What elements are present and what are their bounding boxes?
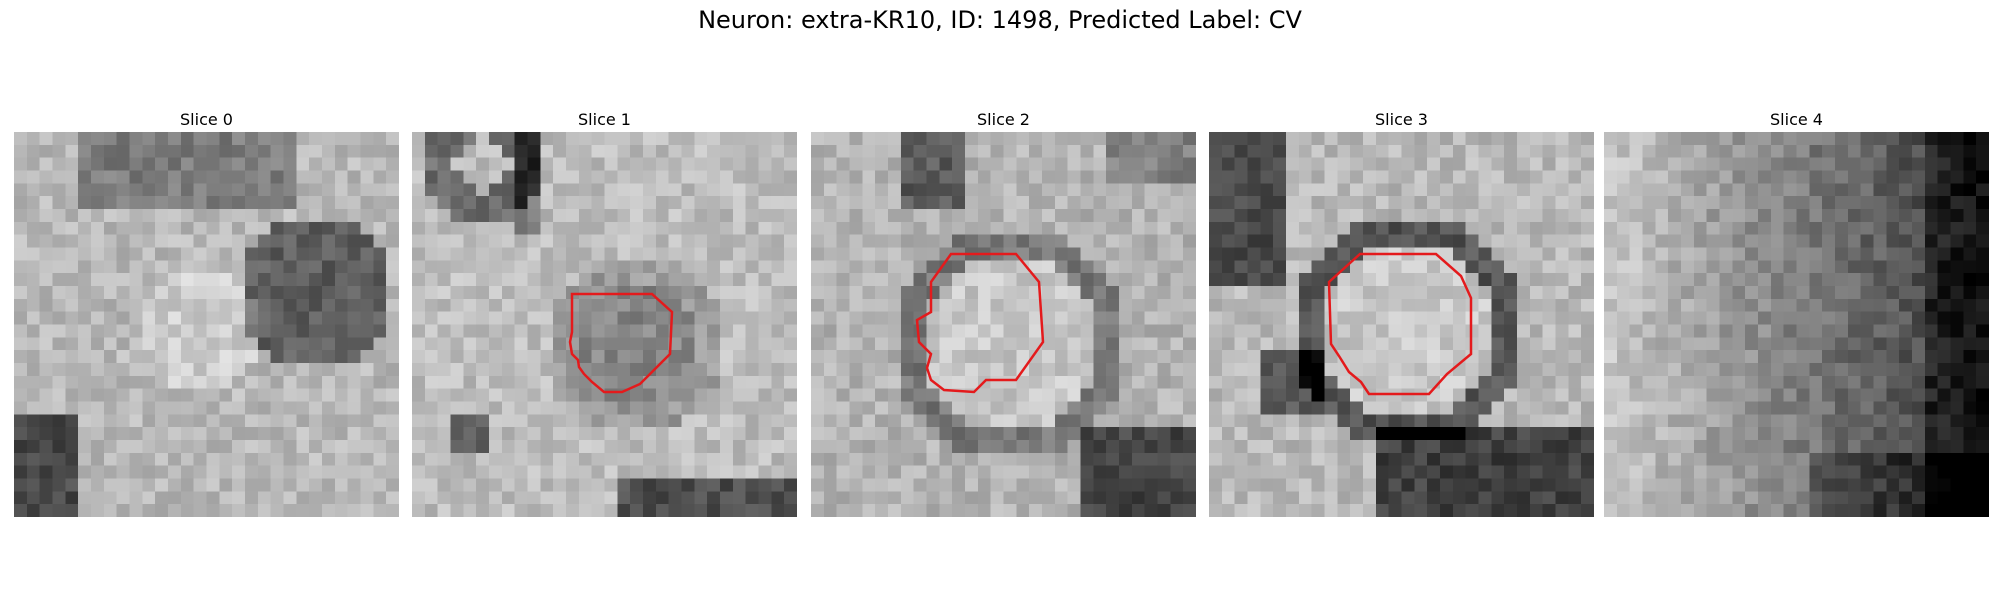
slice-image: [1209, 132, 1594, 517]
contour-overlay: [1327, 252, 1473, 396]
panel-title: Slice 4: [1770, 110, 1823, 129]
grayscale-patch: [811, 132, 1196, 517]
figure-title: Neuron: extra-KR10, ID: 1498, Predicted …: [698, 6, 1302, 34]
slice-image: [412, 132, 797, 517]
panel-slice-0: Slice 0: [14, 108, 399, 517]
slice-image: [1604, 132, 1989, 517]
contour-overlay: [568, 292, 674, 394]
contour-overlay: [915, 252, 1045, 394]
slice-image: [811, 132, 1196, 517]
grayscale-patch: [1604, 132, 1989, 517]
grayscale-patch: [1209, 132, 1594, 517]
panel-slice-2: Slice 2: [811, 108, 1196, 517]
panel-title: Slice 2: [977, 110, 1030, 129]
panel-title: Slice 0: [180, 110, 233, 129]
segmentation-contour: [1327, 252, 1473, 396]
grayscale-patch: [412, 132, 797, 517]
panel-slice-4: Slice 4: [1604, 108, 1989, 517]
panel-title: Slice 3: [1375, 110, 1428, 129]
panel-slice-3: Slice 3: [1209, 108, 1594, 517]
panel-title: Slice 1: [578, 110, 631, 129]
panel-slice-1: Slice 1: [412, 108, 797, 517]
segmentation-contour: [568, 292, 674, 394]
grayscale-patch: [14, 132, 399, 517]
segmentation-contour: [915, 252, 1045, 394]
slice-image: [14, 132, 399, 517]
